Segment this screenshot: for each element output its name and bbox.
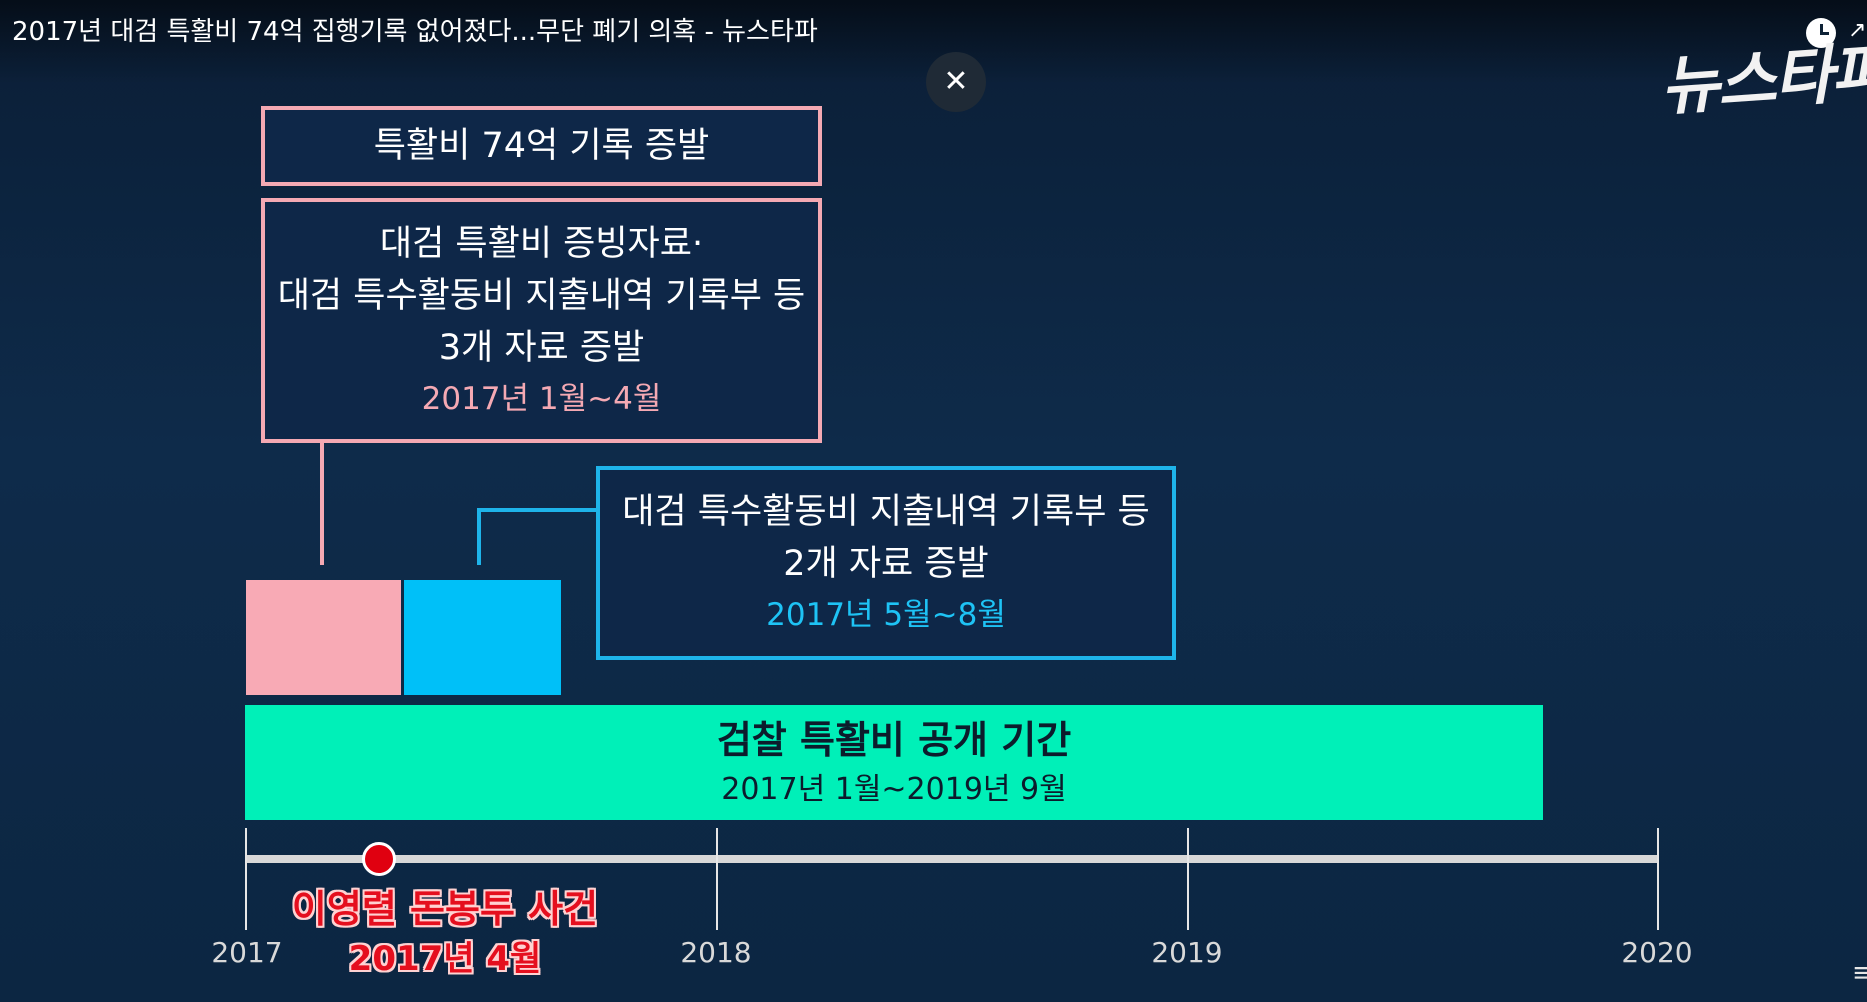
corner-menu-icon[interactable]: ≡ <box>1852 958 1867 988</box>
disclosure-period-title: 검찰 특활비 공개 기간 <box>716 717 1072 762</box>
disclosure-period-range: 2017년 1월~2019년 9월 <box>721 771 1067 807</box>
watch-later-clock-icon[interactable] <box>1806 18 1836 48</box>
year-label-2017: 2017 <box>211 936 283 969</box>
event-marker-dot <box>362 842 396 876</box>
second-period-date: 2017년 5월~8월 <box>766 597 1006 633</box>
tick-2020 <box>1657 828 1659 930</box>
first-period-box: 대검 특활비 증빙자료· 대검 특수활동비 지출내역 기록부 등 3개 자료 증… <box>261 198 822 443</box>
first-period-line-3: 3개 자료 증발 <box>438 327 645 368</box>
year-label-2019: 2019 <box>1151 936 1223 969</box>
event-date: 2017년 4월 <box>348 939 542 979</box>
close-button[interactable]: ✕ <box>926 52 986 112</box>
tick-2018 <box>716 828 718 930</box>
blue-connector-horizontal <box>477 508 599 512</box>
second-period-line-1: 대검 특수활동비 지출내역 기록부 등 <box>622 492 1150 532</box>
video-title[interactable]: 2017년 대검 특활비 74억 집행기록 없어졌다...무단 폐기 의혹 - … <box>12 17 818 47</box>
blue-connector-vertical <box>477 508 481 565</box>
first-period-date: 2017년 1월~4월 <box>421 380 662 417</box>
event-label: 이영렬 돈봉투 사건 <box>291 887 599 931</box>
year-label-2018: 2018 <box>680 936 752 969</box>
disclosure-period-bar: 검찰 특활비 공개 기간 2017년 1월~2019년 9월 <box>245 705 1543 820</box>
lost-records-headline: 특활비 74억 기록 증발 <box>373 126 710 166</box>
first-period-line-2: 대검 특수활동비 지출내역 기록부 등 <box>277 275 806 316</box>
share-icon[interactable]: ↗ <box>1848 18 1867 43</box>
second-period-box: 대검 특수활동비 지출내역 기록부 등 2개 자료 증발 2017년 5월~8월 <box>596 466 1176 660</box>
close-icon: ✕ <box>943 64 969 99</box>
may-aug-2017-bar <box>404 580 561 695</box>
jan-apr-2017-bar <box>246 580 401 695</box>
year-label-2020: 2020 <box>1621 936 1693 969</box>
second-period-line-2: 2개 자료 증발 <box>783 544 989 584</box>
newstapa-logo: 뉴스타파 <box>1658 34 1867 125</box>
tick-2017 <box>245 828 247 930</box>
lost-records-headline-box: 특활비 74억 기록 증발 <box>261 106 822 186</box>
pink-connector-line <box>320 443 324 565</box>
timeline-axis <box>245 855 1659 863</box>
tick-2019 <box>1187 828 1189 930</box>
first-period-line-1: 대검 특활비 증빙자료· <box>379 223 704 264</box>
